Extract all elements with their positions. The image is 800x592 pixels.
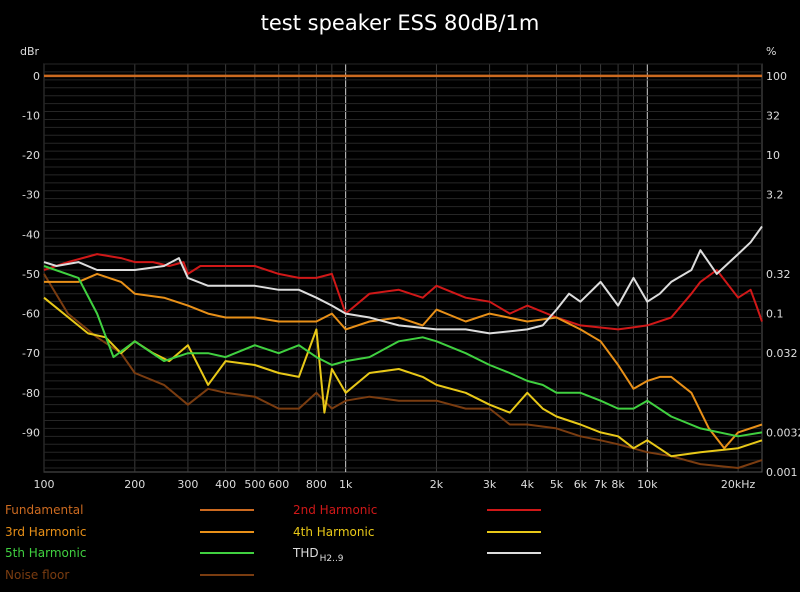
y-left-tick-label: -50 — [22, 268, 40, 281]
y-left-tick-label: -10 — [22, 109, 40, 122]
x-tick-label: 7k — [594, 478, 608, 491]
y-left-tick-label: -40 — [22, 228, 40, 241]
y-left-tick-label: -70 — [22, 347, 40, 360]
series-line-thd — [43, 225, 763, 335]
x-tick-label: 5k — [550, 478, 564, 491]
x-tick-label: 20kHz — [721, 478, 756, 491]
legend-label: 4th Harmonic — [293, 525, 374, 539]
y-right-tick-label: 0.32 — [766, 268, 791, 281]
x-tick-label: 600 — [268, 478, 289, 491]
legend-label: Noise floor — [5, 568, 69, 582]
x-tick-label: 10k — [637, 478, 658, 491]
legend-label: 2nd Harmonic — [293, 503, 377, 517]
legend-label: Fundamental — [5, 503, 84, 517]
axis-ticks: 100 200 300 400 500 600 800 1k 2k 3k 4k 5k 6k 7k 8k 10k… — [22, 70, 800, 491]
x-tick-label: 200 — [124, 478, 145, 491]
y-left-tick-label: 0 — [33, 70, 40, 83]
chart-title: test speaker ESS 80dB/1m — [261, 11, 540, 35]
y-left-tick-label: -80 — [22, 387, 40, 400]
x-tick-label: 4k — [521, 478, 535, 491]
series-line-5th-harmonic — [43, 265, 763, 438]
y-right-tick-label: 3.2 — [766, 189, 784, 202]
x-tick-label: 400 — [215, 478, 236, 491]
legend: Fundamental 2nd Harmonic 3rd Harmonic 4th H… — [5, 503, 541, 582]
y-left-tick-label: -20 — [22, 149, 40, 162]
legend-label-subscript: H2..9 — [320, 554, 344, 564]
legend-label: 3rd Harmonic — [5, 525, 86, 539]
x-tick-label: 1k — [339, 478, 353, 491]
legend-label: THD — [292, 546, 319, 560]
series-line-2nd-harmonic — [43, 253, 763, 331]
y-right-tick-label: 0.032 — [766, 347, 798, 360]
y-left-tick-label: -90 — [22, 426, 40, 439]
y-right-tick-label: 0.1 — [766, 308, 784, 321]
legend-label: 5th Harmonic — [5, 546, 86, 560]
x-tick-label: 8k — [611, 478, 625, 491]
x-tick-label: 3k — [483, 478, 497, 491]
series-lines — [43, 74, 763, 469]
series-line-noise-floor — [43, 273, 763, 469]
y-left-axis-label: dBr — [20, 45, 40, 58]
y-right-tick-label: 0.001 — [766, 466, 798, 479]
x-tick-label: 2k — [430, 478, 444, 491]
y-right-tick-label: 10 — [766, 149, 780, 162]
x-tick-label: 800 — [306, 478, 327, 491]
y-right-tick-label: 100 — [766, 70, 787, 83]
y-left-tick-label: -30 — [22, 189, 40, 202]
x-tick-label: 6k — [574, 478, 588, 491]
series-line-3rd-harmonic — [44, 272, 763, 450]
y-left-tick-label: -60 — [22, 308, 40, 321]
y-right-axis-label: % — [766, 45, 776, 58]
x-tick-label: 300 — [177, 478, 198, 491]
y-right-tick-label: 32 — [766, 109, 780, 122]
x-tick-label: 100 — [34, 478, 55, 491]
x-tick-label: 500 — [244, 478, 265, 491]
